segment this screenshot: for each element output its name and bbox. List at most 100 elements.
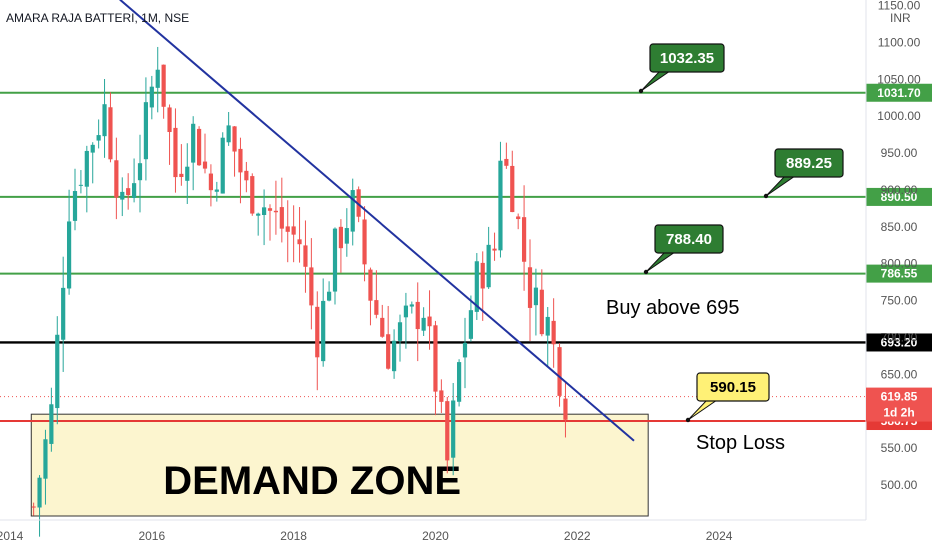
candle-body bbox=[149, 86, 154, 108]
candle-body bbox=[415, 301, 420, 330]
callout-box bbox=[649, 43, 725, 73]
candle-body bbox=[244, 170, 249, 181]
candle-body bbox=[551, 320, 556, 345]
last-price-label: 619.85 bbox=[881, 390, 918, 404]
candle-body bbox=[291, 226, 296, 235]
candle-body bbox=[238, 148, 243, 173]
candle-body bbox=[468, 310, 474, 339]
candle-body bbox=[309, 267, 314, 306]
level-axis-tag bbox=[866, 83, 932, 102]
candle-body bbox=[126, 188, 131, 196]
time-tick-label: 2022 bbox=[564, 529, 591, 543]
candle-body bbox=[421, 317, 426, 331]
candle-body bbox=[533, 287, 539, 306]
price-tick-label: 950.00 bbox=[881, 146, 918, 160]
candle-body bbox=[179, 173, 184, 177]
candle-body bbox=[362, 219, 367, 265]
candle-body bbox=[451, 400, 456, 458]
candle-body bbox=[114, 160, 119, 198]
buy-annotation: Buy above 695 bbox=[606, 297, 739, 319]
demand-zone: DEMAND ZONE bbox=[30, 413, 649, 517]
price-callout: 590.15 bbox=[685, 372, 770, 423]
callout-text: 1032.35 bbox=[660, 50, 714, 67]
trendline[interactable] bbox=[119, 0, 635, 442]
time-tick-label: 2014 bbox=[0, 529, 24, 543]
candle-body bbox=[37, 477, 42, 508]
candle-body bbox=[480, 262, 485, 289]
candle-body bbox=[326, 291, 332, 301]
last-price-tag bbox=[866, 387, 932, 422]
candle-body bbox=[185, 166, 190, 181]
candle-body bbox=[137, 163, 143, 181]
chart-title: AMARA RAJA BATTERI, 1M, NSE bbox=[6, 11, 189, 25]
candle-body bbox=[84, 150, 89, 187]
price-tick-label: 1150.00 bbox=[878, 0, 921, 12]
level-axis-tag bbox=[866, 187, 932, 206]
candle-body bbox=[303, 245, 308, 267]
candle-body bbox=[55, 334, 60, 409]
callout-text: 788.40 bbox=[666, 231, 712, 248]
candles bbox=[31, 46, 568, 537]
demand-zone-label: DEMAND ZONE bbox=[163, 459, 461, 503]
candle-body bbox=[208, 173, 214, 191]
candle-body bbox=[545, 316, 550, 336]
price-tick-label: 750.00 bbox=[881, 294, 918, 308]
candle-body bbox=[433, 325, 438, 392]
candle-body bbox=[31, 506, 36, 508]
candle-body bbox=[557, 347, 562, 396]
candle-body bbox=[131, 183, 137, 198]
candle-body bbox=[108, 107, 113, 160]
callout-anchor bbox=[763, 193, 769, 199]
candle-body bbox=[445, 401, 450, 461]
candle-body bbox=[391, 340, 397, 372]
candle-body bbox=[191, 123, 196, 163]
callout-anchor bbox=[685, 417, 691, 423]
candle-body bbox=[297, 239, 302, 245]
candle-body bbox=[232, 126, 237, 152]
candle-body bbox=[256, 213, 261, 216]
candle-body bbox=[498, 160, 503, 251]
candle-body bbox=[439, 390, 444, 402]
candle-body bbox=[102, 104, 107, 137]
time-axis[interactable]: 2014 2016 2018 2020 2022 2024 bbox=[0, 519, 866, 543]
candle-body bbox=[96, 135, 101, 141]
price-tick-label: 800.00 bbox=[881, 257, 918, 271]
callout-anchor bbox=[643, 269, 649, 275]
price-axis[interactable]: 1150.00 1100.00 1050.00 1000.00 950.00 900.00… bbox=[866, 0, 932, 492]
candle-body bbox=[462, 342, 468, 358]
callout-box bbox=[774, 148, 844, 178]
candle-body bbox=[350, 190, 355, 232]
candle-body bbox=[456, 362, 462, 402]
time-tick-label: 2016 bbox=[138, 529, 165, 543]
candle-body bbox=[72, 191, 78, 221]
candle-body bbox=[49, 404, 54, 444]
candle-body bbox=[250, 176, 255, 214]
candle-body bbox=[167, 107, 172, 133]
candle-body bbox=[61, 287, 66, 340]
price-tick-label: 550.00 bbox=[881, 441, 918, 455]
candle-body bbox=[202, 161, 208, 169]
callout-box bbox=[696, 372, 770, 402]
candle-body bbox=[214, 189, 219, 192]
level-axis-label: 693.20 bbox=[881, 335, 918, 349]
callout-text: 889.25 bbox=[786, 155, 832, 172]
candle-body bbox=[66, 221, 72, 289]
candle-body bbox=[427, 316, 432, 327]
callout-box bbox=[654, 224, 724, 254]
candle-body bbox=[90, 144, 95, 153]
time-tick-label: 2024 bbox=[706, 529, 733, 543]
candle-body bbox=[220, 137, 225, 194]
candle-body bbox=[338, 226, 344, 249]
candle-body bbox=[267, 208, 273, 211]
candle-body bbox=[196, 128, 202, 166]
candle-body bbox=[510, 165, 515, 213]
candle-body bbox=[78, 184, 84, 186]
trendline-line[interactable] bbox=[119, 0, 635, 442]
candle-body bbox=[279, 207, 284, 229]
candle-body bbox=[492, 248, 497, 251]
candle-body bbox=[527, 267, 533, 308]
bar-countdown-label: 1d 2h bbox=[883, 406, 914, 420]
price-tick-label: 1050.00 bbox=[877, 72, 921, 86]
